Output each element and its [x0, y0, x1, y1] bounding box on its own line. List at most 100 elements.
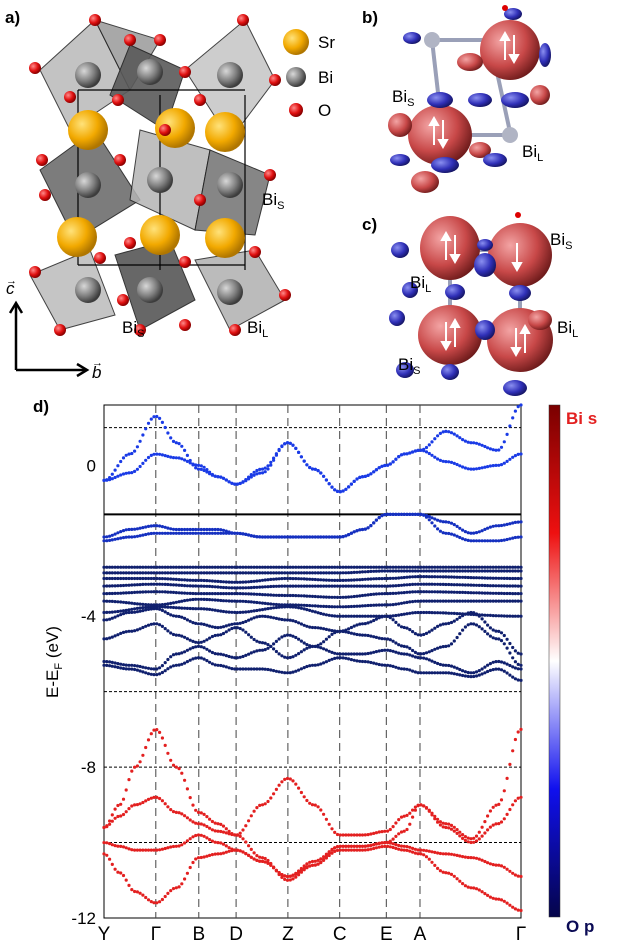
band-point — [486, 613, 490, 617]
band-point — [433, 437, 437, 441]
band-point — [449, 569, 454, 573]
band-point — [274, 584, 278, 588]
band-point — [358, 565, 362, 569]
band-point — [152, 576, 156, 581]
band-point — [458, 667, 462, 672]
band-point — [360, 848, 365, 852]
band-point — [205, 659, 209, 663]
band-point — [116, 531, 120, 535]
band-point — [424, 515, 429, 519]
band-point — [194, 463, 198, 467]
band-point — [183, 584, 187, 588]
band-point — [347, 657, 351, 661]
band-point — [288, 584, 292, 588]
band-point — [511, 871, 515, 875]
band-point — [269, 565, 273, 569]
band-point — [441, 611, 445, 615]
band-point — [183, 661, 187, 665]
band-point — [241, 850, 245, 854]
band-point — [355, 565, 359, 569]
band-point — [322, 647, 326, 651]
band-point — [285, 584, 290, 588]
band-point — [469, 671, 473, 675]
band-point — [113, 807, 117, 811]
band-point — [260, 648, 265, 652]
band-point — [408, 569, 412, 573]
band-point — [155, 582, 159, 586]
band-point — [233, 592, 237, 596]
band-point — [497, 591, 501, 596]
band-point — [177, 578, 181, 582]
band-point — [472, 569, 476, 573]
band-point — [516, 667, 520, 671]
band-point — [516, 569, 520, 573]
band-point — [430, 611, 434, 615]
band-point — [230, 592, 234, 596]
band-point — [169, 571, 173, 575]
band-point — [269, 577, 273, 582]
band-point — [355, 659, 359, 663]
band-point — [196, 833, 201, 837]
band-point — [347, 630, 351, 635]
band-point — [299, 603, 303, 607]
band-point — [511, 455, 515, 459]
band-point — [499, 820, 504, 824]
band-point — [208, 584, 212, 589]
band-point — [305, 535, 309, 539]
band-point — [455, 666, 459, 670]
band-point — [458, 879, 462, 883]
band-point — [188, 458, 192, 463]
band-point — [377, 577, 381, 581]
band-point — [461, 882, 465, 886]
band-point — [216, 592, 220, 596]
band-point — [297, 668, 301, 672]
band-point — [319, 626, 323, 630]
band-point — [249, 565, 253, 569]
band-point — [121, 845, 126, 849]
band-point — [427, 599, 431, 603]
band-point — [235, 833, 239, 837]
band-point — [399, 844, 404, 848]
band-point — [260, 535, 265, 539]
label-bis-b: BiS — [392, 87, 414, 109]
band-point — [310, 565, 315, 569]
band-point — [247, 586, 251, 590]
band-point — [191, 527, 195, 532]
band-point — [405, 626, 409, 630]
band-4 — [102, 565, 523, 569]
band-point — [469, 441, 473, 445]
band-point — [244, 565, 248, 569]
band-point — [319, 595, 323, 599]
band-point — [341, 629, 345, 634]
band-point — [402, 601, 406, 605]
band-point — [505, 569, 509, 573]
band-point — [196, 597, 201, 601]
band-point — [349, 631, 353, 635]
band-point — [333, 656, 337, 661]
band-point — [227, 586, 231, 590]
band-point — [402, 625, 406, 630]
band-point — [135, 527, 139, 531]
band-point — [133, 565, 137, 569]
band-point — [397, 847, 401, 851]
band-point — [202, 823, 206, 827]
band-point — [297, 786, 301, 790]
band-point — [344, 578, 348, 582]
band-point — [224, 592, 228, 596]
band-point — [313, 571, 317, 575]
band-point — [213, 474, 217, 478]
band-point — [519, 520, 523, 524]
band-point — [372, 569, 376, 573]
band-point — [494, 637, 498, 641]
band-point — [177, 844, 181, 848]
band-point — [411, 654, 415, 658]
band-point — [408, 600, 412, 604]
band-point — [183, 599, 187, 603]
band-point — [280, 577, 284, 581]
band-point — [491, 576, 495, 580]
band-point — [508, 565, 512, 569]
band-point — [505, 901, 509, 905]
band-point — [274, 787, 278, 792]
bands — [102, 403, 523, 913]
band-point — [499, 565, 504, 569]
